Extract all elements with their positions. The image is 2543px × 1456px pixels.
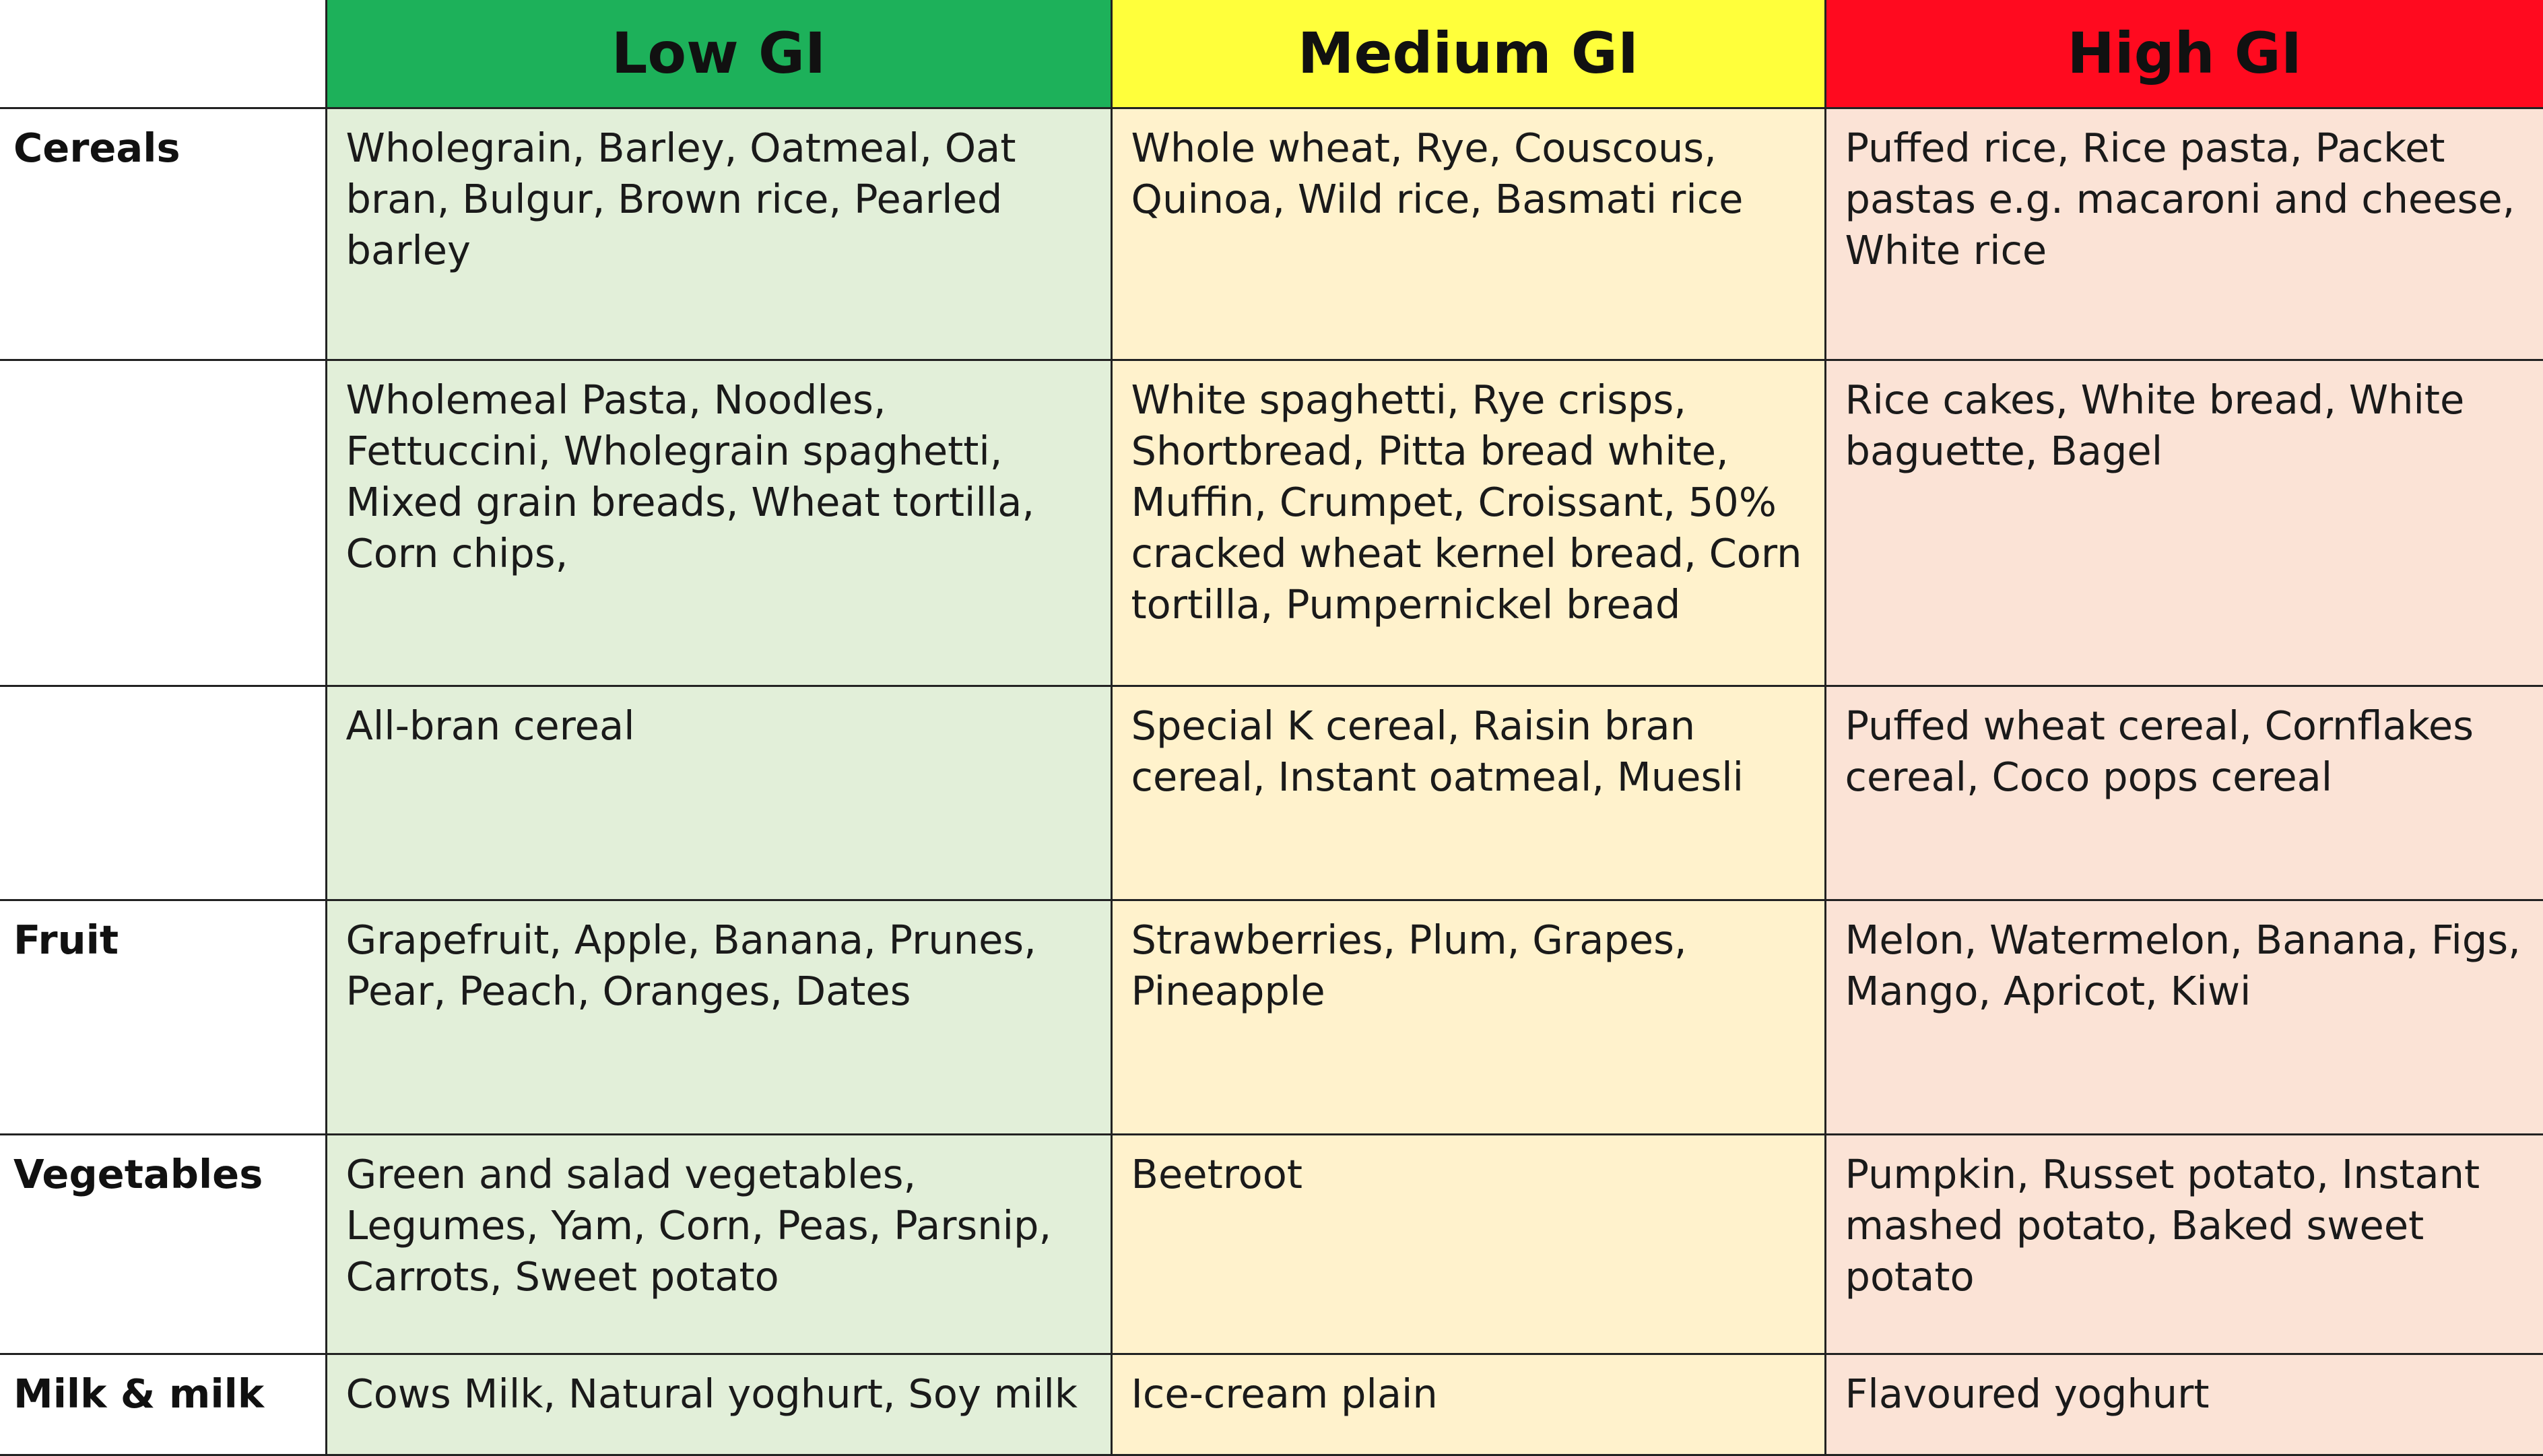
table-header: Low GI Medium GI High GI xyxy=(0,0,2543,109)
header-blank-cell xyxy=(0,0,327,109)
low-gi-cell: Wholemeal Pasta, Noodles, Fettuccini, Wh… xyxy=(325,358,1113,687)
high-gi-cell: Puffed wheat cereal, Cornflakes cereal, … xyxy=(1824,684,2543,901)
table-row: Vegetables Green and salad vegetables, L… xyxy=(0,1133,2543,1355)
high-gi-cell: Pumpkin, Russet potato, Instant mashed p… xyxy=(1824,1133,2543,1355)
category-cell: Vegetables xyxy=(0,1133,327,1355)
table-row: All-bran cereal Special K cereal, Raisin… xyxy=(0,684,2543,901)
header-medium-gi: Medium GI xyxy=(1110,0,1826,109)
category-cell: Fruit xyxy=(0,898,327,1135)
medium-gi-cell: White spaghetti, Rye crisps, Shortbread,… xyxy=(1110,358,1826,687)
header-low-gi: Low GI xyxy=(325,0,1113,109)
low-gi-cell: Wholegrain, Barley, Oatmeal, Oat bran, B… xyxy=(325,106,1113,361)
header-row: Low GI Medium GI High GI xyxy=(0,0,2543,109)
header-high-gi: High GI xyxy=(1824,0,2543,109)
category-cell xyxy=(0,684,327,901)
category-cell: Cereals xyxy=(0,106,327,361)
table-row: Milk & milk Cows Milk, Natural yoghurt, … xyxy=(0,1352,2543,1456)
low-gi-cell: Cows Milk, Natural yoghurt, Soy milk xyxy=(325,1352,1113,1456)
high-gi-cell: Flavoured yoghurt xyxy=(1824,1352,2543,1456)
table-row: Cereals Wholegrain, Barley, Oatmeal, Oat… xyxy=(0,106,2543,361)
low-gi-cell: All-bran cereal xyxy=(325,684,1113,901)
medium-gi-cell: Whole wheat, Rye, Couscous, Quinoa, Wild… xyxy=(1110,106,1826,361)
low-gi-cell: Green and salad vegetables, Legumes, Yam… xyxy=(325,1133,1113,1355)
medium-gi-cell: Ice-cream plain xyxy=(1110,1352,1826,1456)
high-gi-cell: Puffed rice, Rice pasta, Packet pastas e… xyxy=(1824,106,2543,361)
medium-gi-cell: Strawberries, Plum, Grapes, Pineapple xyxy=(1110,898,1826,1135)
table-row: Wholemeal Pasta, Noodles, Fettuccini, Wh… xyxy=(0,358,2543,687)
category-cell xyxy=(0,358,327,687)
medium-gi-cell: Special K cereal, Raisin bran cereal, In… xyxy=(1110,684,1826,901)
medium-gi-cell: Beetroot xyxy=(1110,1133,1826,1355)
table-body: Cereals Wholegrain, Barley, Oatmeal, Oat… xyxy=(0,106,2543,1456)
high-gi-cell: Melon, Watermelon, Banana, Figs, Mango, … xyxy=(1824,898,2543,1135)
table-row: Fruit Grapefruit, Apple, Banana, Prunes,… xyxy=(0,898,2543,1135)
low-gi-cell: Grapefruit, Apple, Banana, Prunes, Pear,… xyxy=(325,898,1113,1135)
category-cell: Milk & milk xyxy=(0,1352,327,1456)
high-gi-cell: Rice cakes, White bread, White baguette,… xyxy=(1824,358,2543,687)
